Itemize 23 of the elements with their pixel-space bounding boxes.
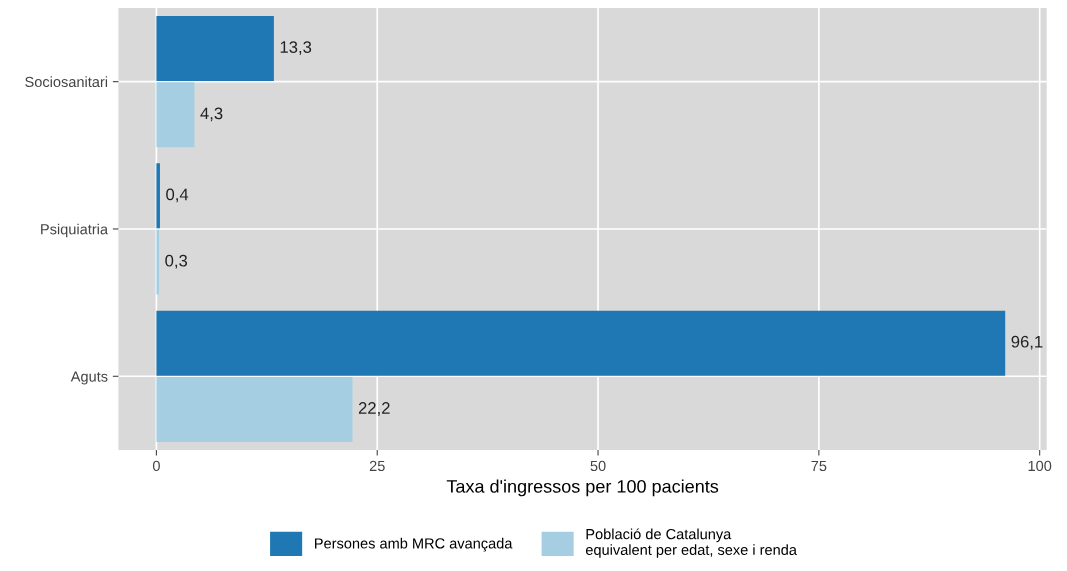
- y-tick-label: Sociosanitari: [25, 76, 108, 88]
- x-axis-title: Taxa d'ingressos per 100 pacients: [446, 479, 719, 497]
- y-tick-label: Aguts: [70, 371, 108, 385]
- legend-label: Persones amb MRC avançada: [315, 537, 513, 552]
- legend-label: Població de Catalunya equivalent per edat, sexe i renda: [585, 528, 797, 558]
- bar: [156, 82, 195, 148]
- bar: [156, 229, 160, 295]
- data-label: 0,3: [165, 254, 188, 269]
- x-tick-label: 75: [811, 460, 827, 472]
- bar: [156, 376, 353, 442]
- x-tick-label: 50: [590, 460, 606, 472]
- x-tick-label: 0: [152, 460, 160, 472]
- y-tick-label: Psiquiatria: [41, 223, 109, 238]
- bar: [156, 16, 274, 81]
- data-label: 22,2: [358, 402, 390, 416]
- data-label: 4,3: [200, 107, 223, 122]
- data-label: 96,1: [1011, 335, 1043, 350]
- bar: [156, 310, 1006, 376]
- data-label: 0,4: [166, 188, 189, 203]
- data-label: 13,3: [280, 41, 312, 55]
- x-tick-label: 25: [369, 460, 385, 472]
- bar: [156, 163, 160, 229]
- x-tick-label: 100: [1028, 460, 1052, 472]
